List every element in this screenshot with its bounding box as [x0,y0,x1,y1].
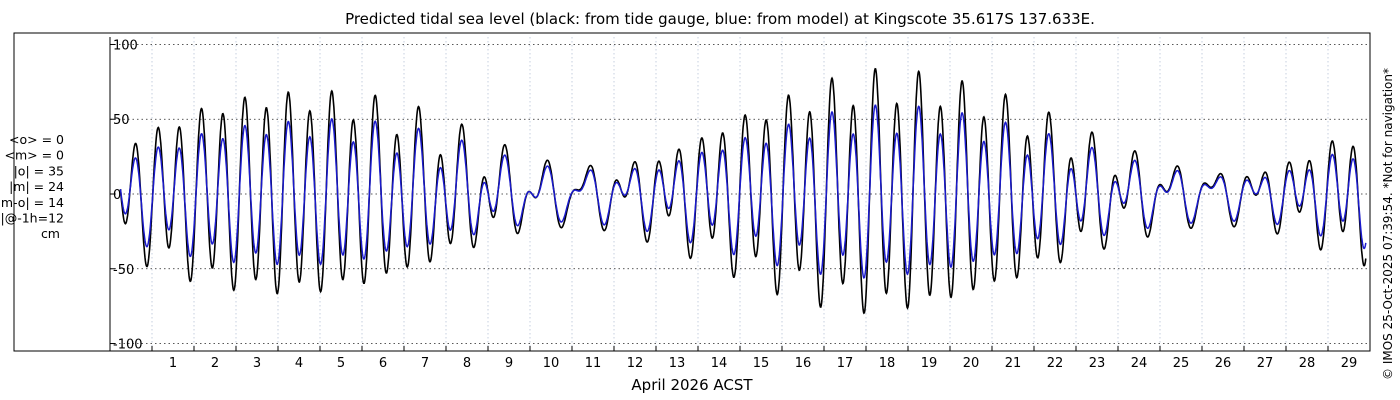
x-tick-label: 4 [295,356,303,371]
x-tick-label: 7 [421,356,429,371]
x-tick-label: 26 [1215,356,1232,371]
stat-line: <m> = 0 [5,148,65,163]
x-tick-label: 2 [211,356,219,371]
x-tick-label: 17 [837,356,854,371]
x-tick-label: 28 [1299,356,1316,371]
x-tick-label: 9 [505,356,513,371]
copyright-note: © IMOS 25-Oct-2025 07:39:54. *Not for na… [1381,68,1395,380]
series-layer [119,67,1367,315]
stat-line: <o> = 0 [9,132,64,147]
y-tick-label: -100 [113,338,143,353]
x-tick-label: 14 [711,356,728,371]
x-tick-label: 11 [585,356,602,371]
x-tick-label: 29 [1341,356,1358,371]
x-tick-label: 6 [379,356,387,371]
x-tick-label: 16 [795,356,812,371]
stat-line: |m-o|@-1h=12 [0,211,64,226]
x-tick-label: 24 [1131,356,1148,371]
x-tick-label: 23 [1089,356,1106,371]
x-tick-label: 1 [169,356,177,371]
stat-line: |m-o| = 14 [0,195,64,210]
y-axis: -100 -50 0 50 100 [109,37,143,353]
stat-line: |m| = 24 [9,179,64,194]
x-tick-label: 8 [463,356,471,371]
series-line-model [119,104,1367,280]
x-tick-label: 10 [543,356,560,371]
stat-line: cm [41,226,60,241]
x-tick-label: 5 [337,356,345,371]
x-tick-label: 13 [669,356,686,371]
x-tick-label: 15 [753,356,770,371]
x-axis-label: April 2026 ACST [631,376,753,394]
x-tick-label: 12 [627,356,644,371]
x-tick-label: 3 [253,356,261,371]
x-tick-label: 21 [1005,356,1022,371]
y-tick-label: 50 [113,113,130,128]
chart-title: Predicted tidal sea level (black: from t… [345,10,1095,28]
x-axis: 1 2 3 4 5 6 7 8 9 10 11 12 13 14 15 16 17 18 19 20 21 22 23 24 2… [109,346,1371,371]
stat-line: |o| = 35 [14,163,64,178]
x-tick-label: 22 [1047,356,1064,371]
x-tick-label: 27 [1257,356,1274,371]
outer-frame [13,32,1371,352]
x-tick-label: 25 [1173,356,1190,371]
x-tick-label: 19 [921,356,938,371]
stats-panel: <o> = 0<m> = 0|o| = 35|m| = 24|m-o| = 14… [0,132,64,241]
x-tick-label: 20 [963,356,980,371]
series-line-gauge [119,67,1367,315]
y-tick-label: 100 [113,38,138,53]
y-tick-label: 0 [113,188,121,203]
x-tick-label: 18 [879,356,896,371]
y-tick-label: -50 [113,263,134,278]
